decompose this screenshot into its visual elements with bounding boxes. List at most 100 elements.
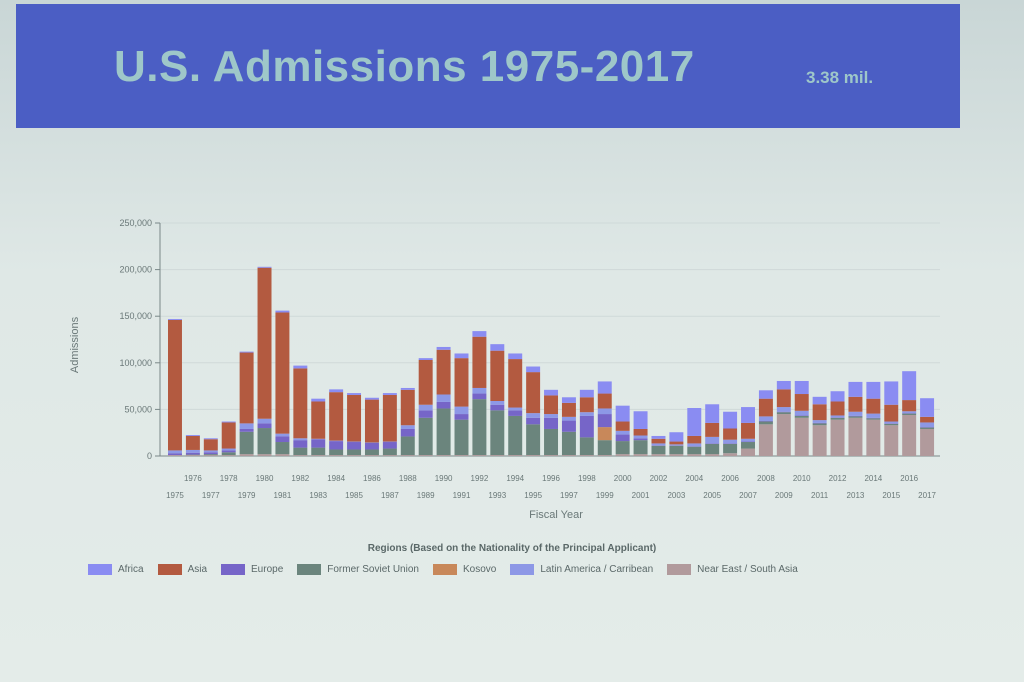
bar-segment — [311, 401, 326, 439]
bar-segment — [418, 404, 433, 411]
bar-segment — [203, 452, 218, 455]
bar-segment — [490, 410, 505, 456]
bar-segment — [794, 417, 809, 456]
bar-segment — [776, 412, 791, 415]
bar-segment — [293, 440, 308, 448]
bar-segment — [436, 401, 451, 409]
legend-item[interactable]: Former Soviet Union — [297, 564, 419, 575]
bar-segment — [239, 454, 254, 456]
bar-segment — [203, 439, 218, 451]
bar-segment — [275, 433, 290, 437]
bar-segment — [203, 438, 218, 440]
legend-item[interactable]: Africa — [88, 564, 144, 575]
bar-segment — [257, 266, 272, 268]
bar-segment — [884, 423, 899, 426]
x-tick-label: 1988 — [399, 474, 417, 483]
bar-segment — [633, 438, 648, 441]
bar-segment — [741, 442, 755, 449]
bar-segment — [293, 438, 308, 441]
bar-segment — [705, 404, 720, 423]
bar-segment — [454, 419, 469, 456]
legend-item[interactable]: Latin America / Carribean — [510, 564, 653, 575]
bar-segment — [472, 331, 487, 337]
bar-segment — [454, 455, 469, 456]
bar-segment — [848, 381, 863, 397]
legend-swatch — [297, 564, 322, 575]
bar-segment — [866, 398, 881, 414]
total-admissions-label: 3.38 mil. — [806, 68, 874, 87]
bar-segment — [830, 419, 845, 456]
x-tick-label: 1992 — [471, 474, 489, 483]
bar-segment — [168, 453, 182, 456]
bar-segment — [508, 455, 523, 456]
bar-segment — [526, 366, 541, 373]
bar-segment — [347, 394, 362, 442]
bar-segment — [920, 422, 935, 428]
bar-segment — [436, 394, 451, 402]
bar-segment — [830, 391, 845, 402]
bar-segment — [329, 455, 344, 456]
bar-segment — [776, 407, 791, 412]
bar-segment — [579, 437, 594, 456]
bar-segment — [597, 408, 612, 415]
bar-segment — [812, 425, 827, 456]
bar-segment — [418, 358, 433, 361]
x-tick-label: 1995 — [524, 491, 542, 500]
x-tick-label: 1975 — [166, 491, 184, 500]
x-tick-label: 1998 — [578, 474, 596, 483]
bar-segment — [364, 449, 379, 456]
bar-segment — [884, 381, 899, 405]
bar-segment — [812, 420, 827, 423]
bar-segment — [776, 414, 791, 456]
bar-segment — [758, 424, 773, 456]
legend-item[interactable]: Kosovo — [432, 564, 496, 575]
bar-segment — [723, 439, 738, 444]
bar-segment — [794, 415, 809, 418]
bar-segment — [418, 360, 433, 405]
bar-segment — [651, 443, 666, 446]
bar-segment — [364, 399, 379, 443]
x-tick-label: 1989 — [417, 491, 435, 500]
legend-item[interactable]: Europe — [221, 564, 283, 575]
legend-swatch — [157, 564, 182, 575]
bar-segment — [490, 401, 505, 405]
legend-label: Asia — [187, 564, 208, 575]
bar-segment — [597, 381, 612, 394]
bar-segment — [920, 416, 935, 423]
bar-segment — [311, 455, 326, 456]
bar-segment — [669, 432, 684, 442]
bar-segment — [633, 435, 648, 439]
bar-segment — [508, 415, 523, 456]
bar-segment — [615, 430, 630, 435]
bar-segment — [812, 404, 827, 421]
bar-segment — [884, 421, 899, 424]
bar-segment — [508, 407, 523, 411]
legend-item[interactable]: Near East / South Asia — [667, 564, 798, 575]
chart-legend: Africa Asia Europe Former Soviet Union Kosov… — [88, 564, 798, 575]
bar-segment — [902, 400, 917, 412]
bar-segment — [776, 389, 791, 408]
legend-label: Former Soviet Union — [327, 564, 419, 575]
x-tick-label: 1982 — [291, 474, 309, 483]
bar-segment — [239, 428, 254, 432]
y-tick-label: 150,000 — [119, 311, 152, 321]
bar-segment — [418, 417, 433, 456]
bar-segment — [651, 438, 666, 444]
legend-item[interactable]: Asia — [157, 564, 208, 575]
bar-segment — [758, 390, 773, 399]
bar-segment — [741, 407, 755, 423]
bar-segment — [347, 393, 362, 395]
bar-segment — [472, 399, 487, 456]
x-tick-label: 2005 — [703, 491, 721, 500]
bar-segment — [669, 441, 684, 445]
bar-segment — [615, 454, 630, 456]
bar-segment — [168, 455, 182, 456]
bar-segment — [400, 387, 415, 390]
y-tick-label: 250,000 — [119, 218, 152, 228]
bar-segment — [705, 422, 720, 437]
bar-segment — [651, 454, 666, 456]
bar-segment — [293, 368, 308, 439]
bar-segment — [257, 423, 272, 429]
bar-segment — [866, 419, 881, 456]
bar-segment — [490, 455, 505, 456]
